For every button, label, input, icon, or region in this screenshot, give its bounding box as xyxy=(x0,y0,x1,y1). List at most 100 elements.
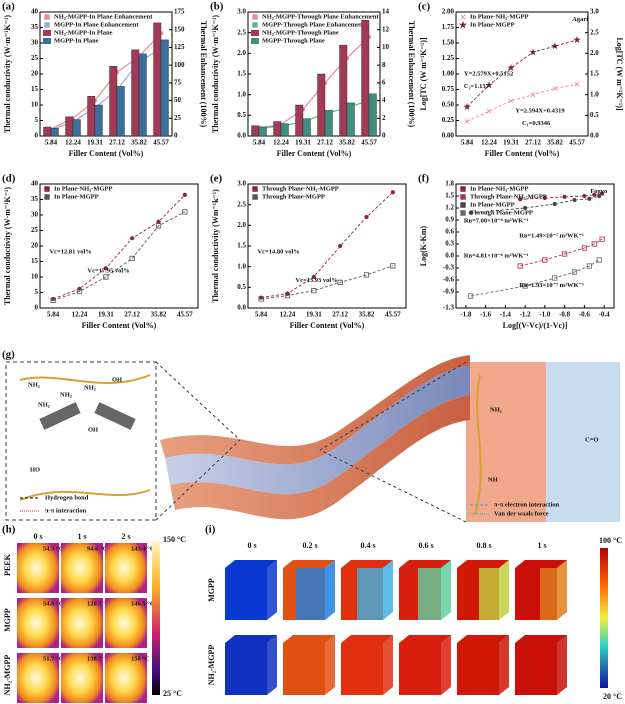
legend-label: In Plane-NH₂-MGPP xyxy=(470,185,528,192)
y2-tick-label: 8 xyxy=(382,61,386,69)
cube-top xyxy=(515,635,567,643)
legend-swatch xyxy=(44,14,50,20)
y-tick-label: 5 xyxy=(35,288,39,296)
panel-label: (b) xyxy=(210,1,224,13)
point xyxy=(581,245,587,251)
y-tick-label: 40 xyxy=(31,8,39,16)
panel-label: (e) xyxy=(210,173,223,185)
bar xyxy=(280,123,289,137)
legend-swatch xyxy=(460,186,466,192)
point xyxy=(522,283,528,289)
y-tick-label: 20 xyxy=(31,242,39,250)
annotation: Vc=17.95 vol% xyxy=(87,267,129,274)
y-tick-label: 1.5 xyxy=(237,70,246,78)
point xyxy=(155,219,161,225)
y-tick-label: 1.00 xyxy=(442,70,455,78)
y-tick-label: 0.0 xyxy=(237,304,246,312)
point xyxy=(464,119,470,125)
temperature: 150 °C xyxy=(131,655,150,662)
group-label: NH₂ xyxy=(84,384,96,391)
point xyxy=(530,92,536,98)
bar xyxy=(361,20,370,137)
y-tick-label: 40 xyxy=(31,180,39,188)
cube-top xyxy=(283,560,335,568)
x-tick-label: -1.6 xyxy=(480,311,492,319)
x-tick-label: 5.84 xyxy=(461,139,474,147)
y2-tick-label: 175 xyxy=(174,8,185,16)
x-axis-label: Filler Content (Vol%) xyxy=(82,321,157,330)
fit-line xyxy=(466,39,578,108)
row-label: MGPP xyxy=(3,608,12,632)
point xyxy=(485,81,493,89)
temperature: 120.7 °C xyxy=(87,600,111,607)
y-tick-label: -1.3 xyxy=(443,304,455,312)
point xyxy=(468,210,474,216)
time-label: 0 s xyxy=(33,532,42,541)
point xyxy=(522,205,528,211)
point xyxy=(586,263,592,269)
cube-top xyxy=(399,635,451,643)
row-label: NH₂-MGPP xyxy=(3,655,12,696)
legend-swatch xyxy=(460,14,466,20)
plot-frame xyxy=(455,183,615,309)
plot-frame xyxy=(39,183,199,309)
fit-line xyxy=(261,191,394,299)
point xyxy=(155,223,162,229)
point xyxy=(182,209,188,215)
y2-tick-label: 150 xyxy=(174,25,185,33)
cube-front xyxy=(225,568,267,620)
legend-label: In Plane-NH₂-MGPP xyxy=(470,13,528,20)
y-axis-label: Thermal conductivity (W·m⁻¹K⁻¹) xyxy=(3,15,12,133)
y2-tick-label: 50 xyxy=(174,96,182,104)
x-tick-label: 12.24 xyxy=(481,139,497,147)
cube-cold xyxy=(418,568,441,620)
cube-front xyxy=(341,643,383,695)
point xyxy=(562,194,568,200)
legend-label: π-π electron interaction xyxy=(494,501,560,508)
x-tick-label: 35.82 xyxy=(547,139,563,147)
point xyxy=(508,98,514,104)
y-tick-label: 2.0 xyxy=(237,221,246,229)
row-label: PEEK xyxy=(3,553,12,576)
y-tick-label: 5 xyxy=(35,116,39,124)
x-tick-label: 27.12 xyxy=(317,139,333,147)
chain xyxy=(19,374,151,501)
panel-label: (c) xyxy=(418,1,431,13)
group-label: HO xyxy=(30,466,40,473)
legend-swatch xyxy=(458,20,468,29)
bar xyxy=(116,86,125,137)
cube-top xyxy=(225,635,277,643)
y-tick-label: 25 xyxy=(31,54,39,62)
cube-front xyxy=(225,643,267,695)
bar xyxy=(324,110,333,137)
point xyxy=(364,214,370,220)
annotation: Rʙ=1.93×10⁻⁷ m²WK⁻¹ xyxy=(519,282,584,289)
point xyxy=(182,192,188,198)
tube xyxy=(94,402,136,430)
fit-line xyxy=(53,194,186,300)
legend-label: NH₂-MGPP-In Plane Enhancement xyxy=(54,13,153,20)
bar xyxy=(43,126,52,137)
point xyxy=(517,196,523,202)
group-label: NH₂ xyxy=(490,406,502,413)
cube-top xyxy=(283,635,335,643)
ribbon-top xyxy=(160,355,470,465)
y-tick-label: 1.2 xyxy=(445,204,454,212)
x-tick-label: -0.6 xyxy=(579,311,591,319)
point xyxy=(311,274,317,280)
group-label: C=O xyxy=(585,436,598,443)
zoom-line xyxy=(155,361,241,441)
point xyxy=(596,193,602,199)
diagram-layer xyxy=(5,355,620,523)
y2-tick-label: 0 xyxy=(174,132,178,140)
bar xyxy=(138,53,147,137)
y-tick-label: 0 xyxy=(35,132,39,140)
annotation: Vc=12.81 vol% xyxy=(49,249,91,256)
y-axis-label: Thermal conductivity (Wm⁻¹k⁻¹) xyxy=(211,189,220,303)
bar xyxy=(94,104,103,137)
legend-label: NH₂-MGPP-Through Plane xyxy=(262,29,339,36)
cube-side xyxy=(557,635,567,695)
x-tick-label: 45.57 xyxy=(153,139,169,147)
x-tick-label: 5.84 xyxy=(255,311,268,319)
tube xyxy=(39,402,81,430)
